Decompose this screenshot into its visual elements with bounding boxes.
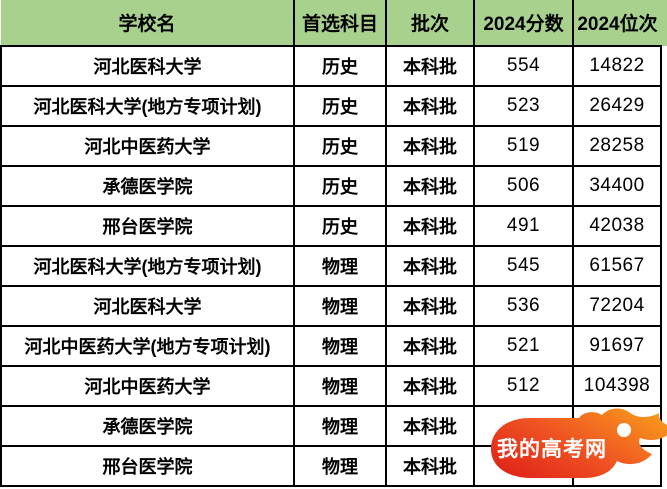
subject-cell: 物理 [293, 245, 387, 287]
subject-cell: 物理 [293, 325, 387, 367]
school-name-cell: 河北医科大学 [0, 45, 295, 87]
table-row: 河北医科大学 历史 本科批 554 14822 [0, 45, 662, 87]
school-name-cell: 邢台医学院 [0, 445, 295, 487]
batch-cell: 本科批 [385, 365, 475, 407]
batch-cell: 本科批 [385, 165, 475, 207]
subject-cell: 物理 [293, 445, 387, 487]
table-row: 河北医科大学(地方专项计划) 物理 本科批 545 61567 [0, 245, 662, 287]
score-cell: 506 [473, 165, 574, 207]
rank-cell: 28258 [572, 125, 662, 167]
table-row: 河北医科大学 物理 本科批 536 72204 [0, 285, 662, 327]
subject-cell: 历史 [293, 45, 387, 87]
header-batch: 批次 [385, 0, 475, 47]
score-cell [473, 405, 574, 447]
header-2024-rank: 2024位次 [572, 0, 661, 47]
school-name-cell: 河北医科大学 [0, 285, 295, 327]
subject-cell: 历史 [293, 85, 387, 127]
table-body: 河北医科大学 历史 本科批 554 14822 河北医科大学(地方专项计划) 历史 本科批 52… [0, 45, 662, 487]
table-row: 邢台医学院 物理 本科批 [0, 445, 662, 487]
rank-cell: 72204 [572, 285, 662, 327]
score-cell: 519 [473, 125, 574, 167]
score-cell: 523 [473, 85, 574, 127]
rank-cell: 42038 [572, 205, 662, 247]
header-2024-score: 2024分数 [473, 0, 574, 47]
rank-cell: 91697 [572, 325, 662, 367]
score-cell: 491 [473, 205, 574, 247]
batch-cell: 本科批 [385, 45, 475, 87]
batch-cell: 本科批 [385, 205, 475, 247]
school-name-cell: 河北中医药大学(地方专项计划) [0, 325, 295, 367]
rank-cell: 26429 [572, 85, 662, 127]
score-cell [473, 445, 574, 487]
score-cell: 554 [473, 45, 574, 87]
table-row: 河北医科大学(地方专项计划) 历史 本科批 523 26429 [0, 85, 662, 127]
school-name-cell: 河北医科大学(地方专项计划) [0, 85, 295, 127]
table-row: 河北中医药大学(地方专项计划) 物理 本科批 521 91697 [0, 325, 662, 367]
school-name-cell: 河北中医药大学 [0, 125, 295, 167]
rank-cell: 104398 [572, 365, 662, 407]
subject-cell: 历史 [293, 165, 387, 207]
school-name-cell: 河北医科大学(地方专项计划) [0, 245, 295, 287]
batch-cell: 本科批 [385, 325, 475, 367]
header-school-name: 学校名 [1, 0, 295, 47]
rank-cell: 14822 [572, 45, 662, 87]
table-row: 承德医学院 历史 本科批 506 34400 [0, 165, 662, 207]
score-cell: 521 [473, 325, 574, 367]
score-cell: 536 [473, 285, 574, 327]
school-name-cell: 邢台医学院 [0, 205, 295, 247]
table-row: 邢台医学院 历史 本科批 491 42038 [0, 205, 662, 247]
table-row: 承德医学院 物理 本科批 [0, 405, 662, 447]
school-name-cell: 承德医学院 [0, 405, 295, 447]
batch-cell: 本科批 [385, 125, 475, 167]
table-header: 学校名 首选科目 批次 2024分数 2024位次 [1, 0, 661, 47]
batch-cell: 本科批 [385, 445, 475, 487]
rank-cell: 61567 [572, 245, 662, 287]
score-cell: 512 [473, 365, 574, 407]
subject-cell: 历史 [293, 125, 387, 167]
rank-cell [572, 405, 662, 447]
batch-cell: 本科批 [385, 245, 475, 287]
batch-cell: 本科批 [385, 285, 475, 327]
batch-cell: 本科批 [385, 405, 475, 447]
rank-cell [572, 445, 662, 487]
subject-cell: 物理 [293, 285, 387, 327]
table-row: 河北中医药大学 物理 本科批 512 104398 [0, 365, 662, 407]
subject-cell: 物理 [293, 365, 387, 407]
batch-cell: 本科批 [385, 85, 475, 127]
school-name-cell: 河北中医药大学 [0, 365, 295, 407]
rank-cell: 34400 [572, 165, 662, 207]
header-preferred-subject: 首选科目 [293, 0, 387, 47]
subject-cell: 历史 [293, 205, 387, 247]
score-cell: 545 [473, 245, 574, 287]
subject-cell: 物理 [293, 405, 387, 447]
header-row: 学校名 首选科目 批次 2024分数 2024位次 [1, 0, 661, 47]
school-name-cell: 承德医学院 [0, 165, 295, 207]
table-row: 河北中医药大学 历史 本科批 519 28258 [0, 125, 662, 167]
